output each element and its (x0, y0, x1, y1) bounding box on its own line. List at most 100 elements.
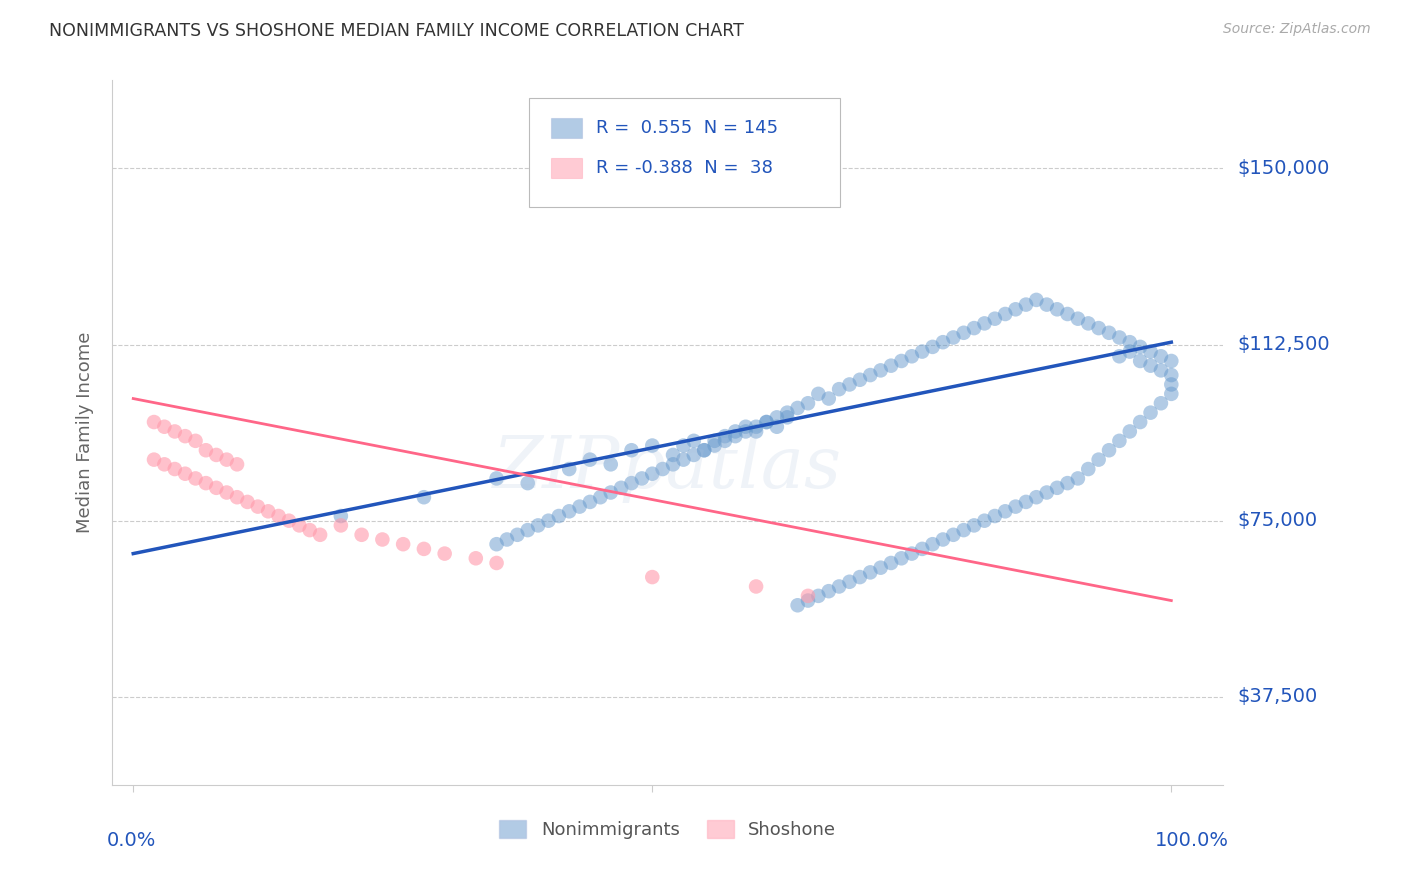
Text: Source: ZipAtlas.com: Source: ZipAtlas.com (1223, 22, 1371, 37)
Point (527, 518, 550, 533)
Point (1139, 359, 1161, 373)
Point (745, 419, 768, 434)
Point (786, 599, 808, 613)
Point (1077, 317, 1099, 331)
FancyBboxPatch shape (551, 159, 582, 178)
Point (682, 434, 704, 448)
Point (599, 485, 621, 500)
Point (1004, 302, 1026, 317)
Point (205, 481, 228, 495)
Point (849, 570, 872, 584)
Text: R =  0.555  N = 145: R = 0.555 N = 145 (596, 120, 778, 137)
Point (641, 467, 664, 481)
Point (859, 566, 882, 580)
Point (714, 429, 737, 443)
Point (952, 326, 974, 340)
Point (1035, 297, 1057, 311)
Point (797, 396, 820, 410)
Text: 100.0%: 100.0% (1154, 830, 1229, 850)
Text: $150,000: $150,000 (1237, 159, 1330, 178)
Point (766, 410, 789, 425)
Point (901, 547, 924, 561)
Point (807, 589, 830, 603)
Point (599, 458, 621, 472)
Point (278, 514, 301, 528)
Point (755, 415, 778, 429)
Point (1067, 311, 1090, 326)
Point (547, 508, 569, 523)
Point (1108, 349, 1130, 363)
Point (298, 523, 321, 537)
Text: $75,000: $75,000 (1237, 511, 1317, 530)
Point (215, 452, 238, 467)
Point (817, 584, 839, 599)
Point (838, 574, 860, 589)
Point (1129, 415, 1152, 429)
Point (641, 570, 664, 584)
Point (869, 560, 891, 574)
Point (1056, 307, 1078, 321)
Point (1004, 500, 1026, 514)
Point (485, 537, 508, 551)
Point (755, 415, 778, 429)
Point (745, 425, 768, 439)
Text: 0.0%: 0.0% (107, 830, 156, 850)
Point (1098, 326, 1121, 340)
Point (703, 434, 725, 448)
Point (651, 462, 673, 476)
Point (589, 490, 612, 504)
Point (693, 443, 716, 458)
Point (766, 419, 789, 434)
Y-axis label: Median Family Income: Median Family Income (76, 332, 94, 533)
Point (641, 438, 664, 452)
Point (329, 518, 352, 533)
Point (143, 415, 166, 429)
Point (952, 523, 974, 537)
Point (714, 434, 737, 448)
Point (724, 425, 747, 439)
Point (880, 359, 903, 373)
Point (1119, 425, 1142, 439)
Point (412, 490, 434, 504)
Point (1150, 363, 1173, 377)
Point (1035, 485, 1057, 500)
Point (433, 547, 456, 561)
Point (682, 448, 704, 462)
Point (984, 311, 1007, 326)
Point (662, 448, 685, 462)
Point (558, 504, 581, 518)
Point (350, 528, 373, 542)
Point (1046, 481, 1069, 495)
Point (994, 504, 1017, 518)
Point (963, 321, 986, 335)
Point (1067, 471, 1090, 485)
Point (1119, 335, 1142, 350)
Point (1098, 443, 1121, 458)
Point (1046, 302, 1069, 317)
Point (1119, 344, 1142, 359)
Point (1087, 321, 1109, 335)
Point (932, 335, 955, 350)
Point (942, 528, 965, 542)
Point (371, 533, 394, 547)
Point (631, 471, 654, 485)
Point (1108, 434, 1130, 448)
Point (1160, 387, 1182, 401)
Point (880, 556, 903, 570)
Text: $37,500: $37,500 (1237, 688, 1317, 706)
Point (828, 579, 851, 593)
Point (226, 458, 249, 472)
Point (734, 419, 756, 434)
Point (776, 406, 799, 420)
Point (1015, 297, 1038, 311)
Point (890, 354, 912, 368)
Point (890, 551, 912, 566)
Point (1160, 377, 1182, 392)
Point (921, 537, 943, 551)
Point (620, 476, 643, 491)
Point (215, 485, 238, 500)
Point (911, 344, 934, 359)
Point (610, 481, 633, 495)
Point (1025, 293, 1047, 307)
Point (1056, 476, 1078, 491)
